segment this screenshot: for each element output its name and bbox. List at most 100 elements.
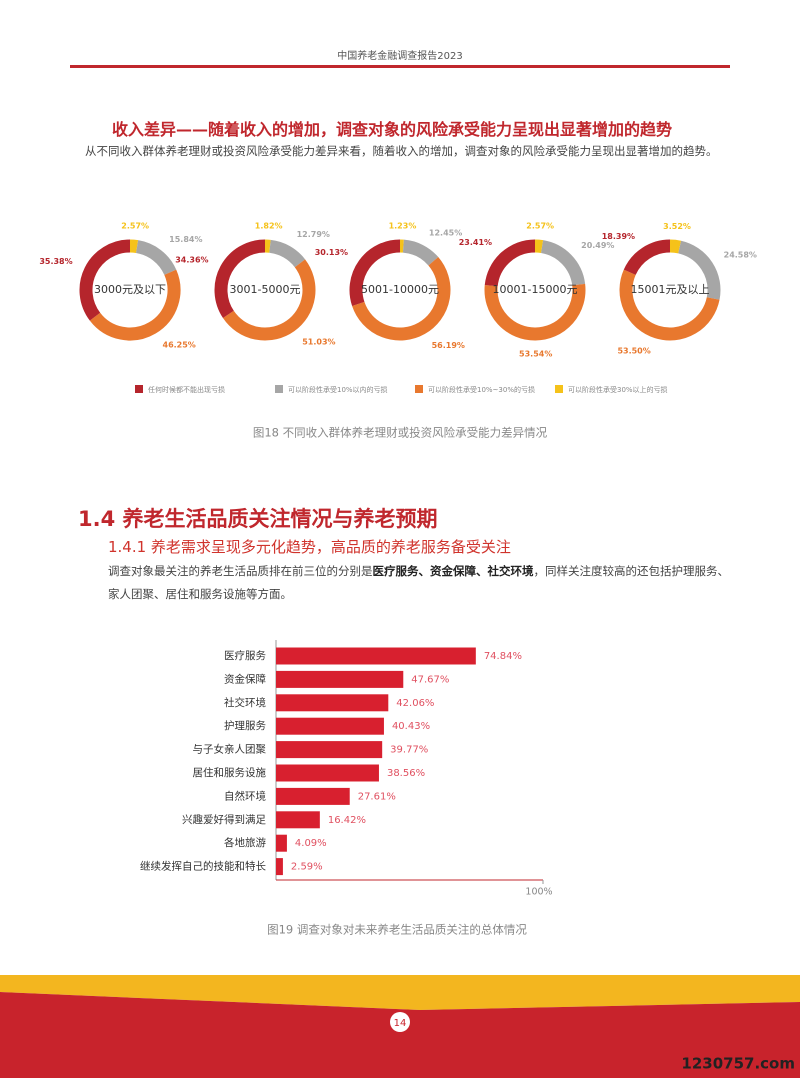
page-number-badge xyxy=(390,1012,410,1032)
header-title: 中国养老金融调查报告2023 xyxy=(337,51,463,62)
donut-segment xyxy=(484,283,586,341)
legend-swatch xyxy=(415,385,423,393)
category-label: 继续发挥自己的技能和特长 xyxy=(140,860,266,873)
data-label: 40.43% xyxy=(392,721,430,732)
category-label: 资金保障 xyxy=(224,672,266,685)
data-label: 2.57% xyxy=(121,222,149,231)
caption: 图18 不同收入群体养老理财或投资风险承受能力差异情况 xyxy=(253,426,548,440)
center-label: 3000元及以下 xyxy=(94,283,166,296)
data-label: 53.54% xyxy=(519,349,552,358)
center-label: 5001-10000元 xyxy=(361,283,439,296)
donut-segment xyxy=(89,269,181,341)
donut-segment xyxy=(402,239,439,266)
header-rule xyxy=(70,65,730,68)
data-label: 46.25% xyxy=(163,341,196,350)
data-label: 24.58% xyxy=(724,251,757,260)
bar xyxy=(276,741,383,759)
data-label: 15.84% xyxy=(169,235,202,244)
category-label: 护理服务 xyxy=(224,719,266,732)
donut-segment xyxy=(540,240,586,286)
section-subheading: 1.4.1 养老需求呈现多元化趋势，高品质的养老服务备受关注 xyxy=(108,538,511,556)
data-label: 39.77% xyxy=(390,745,428,756)
data-label: 74.84% xyxy=(484,651,522,662)
donut-segment xyxy=(135,240,177,276)
data-label: 1.23% xyxy=(389,222,417,231)
legend-swatch xyxy=(275,385,283,393)
data-label: 1.82% xyxy=(255,222,283,231)
donut-segment xyxy=(129,239,139,254)
center-label: 15001元及以上 xyxy=(631,283,710,296)
text-run: 调查对象最关注的养老生活品质排在前三位的分别是 xyxy=(108,564,373,578)
bar xyxy=(276,647,476,665)
paragraph: 调查对象最关注的养老生活品质排在前三位的分别是医疗服务、资金保障、社交环境，同样… xyxy=(108,560,738,606)
section-title: 收入差异——随着收入的增加，调查对象的风险承受能力呈现出显著增加的趋势 xyxy=(112,120,673,139)
bar xyxy=(276,764,379,782)
legend-label: 任何时候都不能出现亏损 xyxy=(148,385,225,394)
legend-label: 可以阶段性承受10%以内的亏损 xyxy=(288,385,388,394)
data-label: 35.38% xyxy=(39,257,72,266)
category-label: 与子女亲人团聚 xyxy=(193,743,267,756)
bar xyxy=(276,858,283,876)
data-label: 12.45% xyxy=(429,228,462,237)
x-tick-label: 100% xyxy=(525,887,552,898)
bar xyxy=(276,834,287,852)
data-label: 47.67% xyxy=(411,674,449,685)
data-label: 16.42% xyxy=(328,815,366,826)
data-label: 2.57% xyxy=(526,222,554,231)
data-label: 42.06% xyxy=(396,698,434,709)
data-label: 38.56% xyxy=(387,768,425,779)
donut-segment xyxy=(214,239,266,319)
donut-segment xyxy=(79,239,131,321)
bar xyxy=(276,811,320,829)
paragraph: 从不同收入群体养老理财或投资风险承受能力差异来看，随着收入的增加，调查对象的风险… xyxy=(85,144,718,158)
bar xyxy=(276,694,389,712)
donut-segment xyxy=(484,239,536,287)
donut-segment xyxy=(669,239,682,254)
donut-segment xyxy=(352,257,451,341)
data-label: 23.41% xyxy=(459,238,492,247)
text-run: ，同样关注度较高的还包括护理服务、家人团聚、居住和服务设施等方面。 xyxy=(108,564,729,601)
bar xyxy=(276,717,384,735)
footer-band-yellow xyxy=(0,975,800,1010)
legend-label: 可以阶段性承受30%以上的亏损 xyxy=(568,385,668,394)
category-label: 自然环境 xyxy=(224,789,266,802)
watermark: 1230757.com xyxy=(681,1055,795,1073)
category-label: 医疗服务 xyxy=(224,649,266,662)
data-label: 12.79% xyxy=(297,230,330,239)
data-label: 51.03% xyxy=(302,338,335,347)
data-label: 27.61% xyxy=(358,791,396,802)
data-label: 4.09% xyxy=(295,838,327,849)
category-label: 居住和服务设施 xyxy=(193,766,267,779)
text-run: 医疗服务、资金保障、社交环境 xyxy=(372,564,534,578)
category-label: 兴趣爱好得到满足 xyxy=(182,813,266,826)
data-label: 20.49% xyxy=(581,241,614,250)
data-label: 3.52% xyxy=(663,222,691,231)
footer-band-red xyxy=(0,992,800,1078)
data-label: 30.13% xyxy=(315,248,348,257)
data-label: 18.39% xyxy=(602,232,635,241)
category-label: 社交环境 xyxy=(224,696,266,709)
data-label: 34.36% xyxy=(175,255,208,264)
donut-segment xyxy=(619,269,720,341)
page-number: 14 xyxy=(394,1018,407,1029)
donut-segment xyxy=(222,259,316,341)
data-label: 56.19% xyxy=(432,341,465,350)
donut-segment xyxy=(534,239,544,254)
caption: 图19 调查对象对未来养老生活品质关注的总体情况 xyxy=(267,923,527,937)
legend-swatch xyxy=(555,385,563,393)
center-label: 3001-5000元 xyxy=(230,283,301,296)
legend-swatch xyxy=(135,385,143,393)
data-label: 2.59% xyxy=(291,862,323,873)
donut-segment xyxy=(349,239,401,306)
section-heading: 1.4 养老生活品质关注情况与养老预期 xyxy=(78,507,438,531)
category-label: 各地旅游 xyxy=(224,836,266,849)
donut-segment xyxy=(623,239,671,276)
center-label: 10001-15000元 xyxy=(493,283,578,296)
donut-segment xyxy=(268,239,306,268)
legend-label: 可以阶段性承受10%~30%的亏损 xyxy=(428,385,535,394)
data-label: 53.50% xyxy=(617,347,650,356)
bar xyxy=(276,787,350,805)
bar xyxy=(276,670,404,688)
